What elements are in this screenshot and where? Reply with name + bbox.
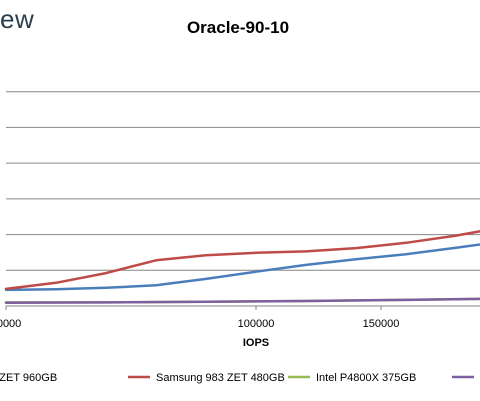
- series-line-1: [4, 243, 480, 292]
- series-line-4: [4, 297, 480, 305]
- x-axis-title: IOPS: [243, 337, 269, 349]
- x-tick-labels: 00000100000150000200000: [0, 306, 400, 330]
- x-tick-label-2: 150000: [363, 318, 400, 330]
- x-tick-label-0: 00000: [0, 318, 21, 330]
- chart-title: Oracle-90-10: [187, 18, 289, 37]
- legend: 83 ZET 960GB Samsung 983 ZET 480GB Intel P…: [0, 372, 474, 384]
- legend-label-3: Intel P4800X 375GB: [316, 372, 416, 384]
- x-tick-label-1: 100000: [238, 318, 275, 330]
- series-lines: [4, 230, 480, 305]
- legend-label-1: 83 ZET 960GB: [0, 372, 57, 384]
- site-logo: ew: [0, 4, 35, 34]
- legend-label-2: Samsung 983 ZET 480GB: [156, 372, 285, 384]
- series-line-2: [4, 230, 480, 291]
- gridlines: [6, 91, 480, 271]
